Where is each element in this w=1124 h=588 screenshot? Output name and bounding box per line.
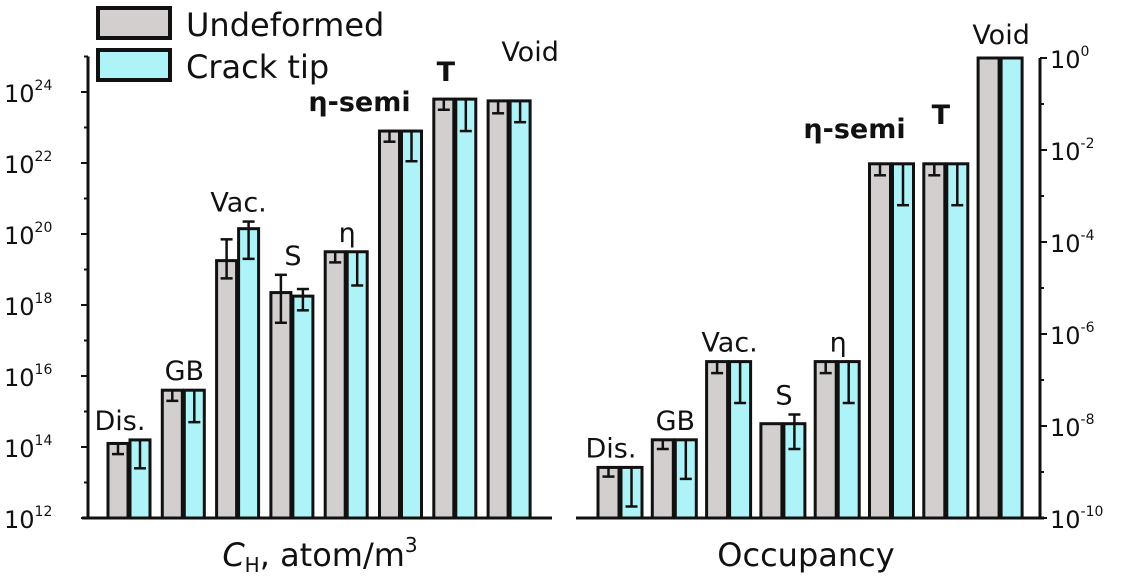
- bar-crack-tip: [345, 250, 369, 520]
- bar-undeformed: [922, 162, 947, 520]
- category-label: T: [437, 57, 456, 88]
- legend-label-undeformed: Undeformed: [186, 6, 384, 44]
- y-tick-label: 10-8: [1050, 412, 1095, 442]
- bar-crack-tip: [400, 129, 423, 520]
- bar-undeformed: [976, 56, 1001, 520]
- category-label: Void: [501, 37, 559, 68]
- bar-undeformed: [813, 360, 838, 520]
- y-tick-label: 1014: [4, 433, 52, 463]
- category-label: Vac.: [210, 188, 266, 219]
- category-label: Dis.: [586, 433, 637, 464]
- y-tick-label: 1024: [4, 78, 52, 108]
- legend-label-crack-tip: Crack tip: [186, 48, 329, 86]
- legend-swatch-undeformed: [96, 6, 172, 40]
- category-label: T: [932, 100, 951, 131]
- bar-crack-tip: [945, 162, 970, 520]
- bar-crack-tip: [291, 294, 315, 520]
- category-label: η-semi: [803, 114, 905, 145]
- y-tick-label: 10-6: [1050, 320, 1095, 350]
- category-label: η: [830, 328, 847, 359]
- y-tick-label: 1016: [4, 362, 52, 392]
- category-label: S: [284, 241, 301, 272]
- y-tick-label: 10-4: [1050, 228, 1095, 258]
- y-tick-label: 1012: [4, 504, 52, 534]
- legend: Undeformed Crack tip: [96, 6, 384, 86]
- y-tick-label: 100: [1050, 44, 1089, 74]
- category-label: Vac.: [701, 328, 757, 359]
- bar-crack-tip: [237, 227, 261, 520]
- bar-undeformed: [486, 99, 510, 520]
- bar-undeformed: [759, 422, 784, 520]
- category-label: η-semi: [308, 87, 410, 118]
- legend-swatch-crack-tip: [96, 48, 172, 82]
- bar-undeformed: [378, 129, 401, 520]
- bar-undeformed: [868, 162, 892, 520]
- chart-occupancy: 100 10-2 10-4 10-6 10-8 10-10 Dis. GB Vac. Sη η-se…: [576, 20, 1103, 534]
- x-axis-label-right: Occupancy: [717, 536, 894, 574]
- bar-crack-tip: [999, 56, 1024, 520]
- bar-undeformed: [215, 259, 239, 520]
- chart-concentration: 1012 1014 1016 1018 1020 1022 1024 Dis. GB Vac. Sη…: [4, 37, 559, 534]
- bar-undeformed: [705, 360, 730, 520]
- bar-undeformed: [160, 388, 184, 520]
- bar-crack-tip: [454, 97, 478, 520]
- bar-crack-tip: [891, 162, 915, 520]
- category-label: η: [339, 218, 356, 249]
- category-label: GB: [656, 406, 695, 437]
- bar-undeformed: [650, 438, 675, 520]
- category-label: S: [775, 381, 792, 412]
- bar-undeformed: [432, 97, 456, 520]
- category-label: GB: [165, 356, 204, 387]
- y-tick-label: 1018: [4, 291, 52, 321]
- bar-undeformed: [269, 291, 293, 520]
- bar-crack-tip: [508, 99, 532, 520]
- category-label: Dis.: [95, 406, 146, 437]
- y-tick-label: 10-2: [1050, 136, 1095, 166]
- y-tick-label: 1020: [4, 220, 52, 250]
- y-tick-label: 10-10: [1050, 504, 1103, 534]
- y-tick-label: 1022: [4, 149, 52, 179]
- category-label: Void: [972, 20, 1030, 51]
- x-axis-label-left: CH, atom/m3: [222, 533, 417, 577]
- bar-undeformed: [323, 250, 347, 520]
